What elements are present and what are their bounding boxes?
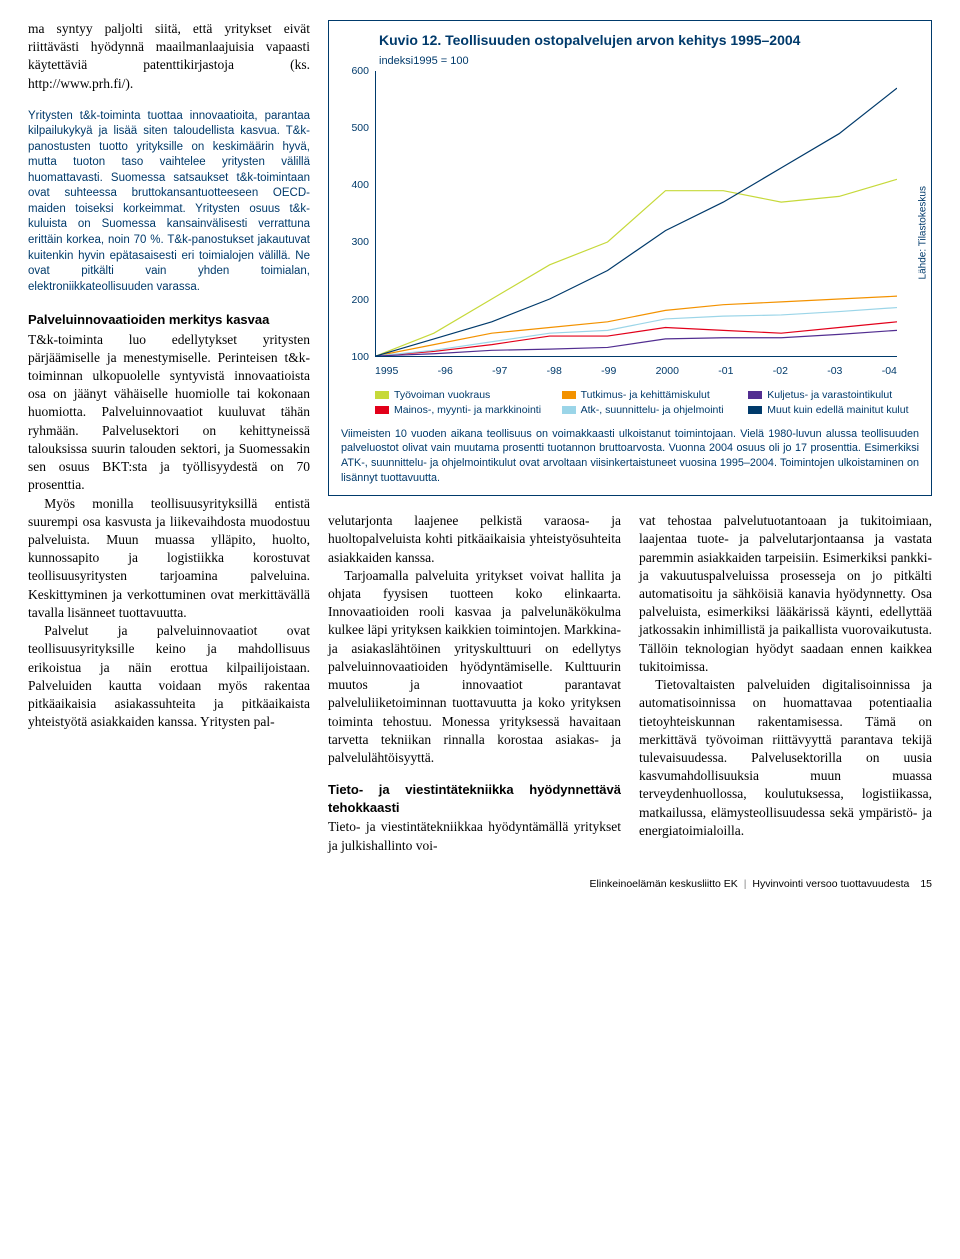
legend-swatch — [375, 406, 389, 414]
section-heading: Tieto- ja viestintätekniikka hyödynnettä… — [328, 781, 621, 816]
intro-para: ma syntyy paljolti siitä, että yritykset… — [28, 20, 310, 93]
legend-swatch — [375, 391, 389, 399]
legend-item: Mainos-, myynti- ja markkinointi — [375, 404, 544, 417]
legend-label: Muut kuin edellä mainitut kulut — [767, 404, 908, 417]
legend-item: Atk-, suunnittelu- ja ohjelmointi — [562, 404, 731, 417]
legend-label: Työvoiman vuokraus — [394, 389, 490, 402]
legend-label: Kuljetus- ja varastointikulut — [767, 389, 892, 402]
legend-swatch — [748, 391, 762, 399]
body-para: Tietovaltaisten palveluiden digitalisoin… — [639, 676, 932, 840]
footer-page: 15 — [920, 878, 932, 890]
section-heading: Palveluinnovaatioiden merkitys kasvaa — [28, 311, 310, 329]
legend-label: Mainos-, myynti- ja markkinointi — [394, 404, 541, 417]
chart-source: Lähde: Tilastokeskus — [916, 186, 930, 279]
body-para: Tieto- ja viestintätekniikkaa hyödyntämä… — [328, 818, 621, 854]
footer-org: Elinkeinoelämän keskusliitto EK — [590, 878, 738, 890]
chart-title: Kuvio 12. Teollisuuden ostopalvelujen ar… — [379, 31, 919, 50]
body-para: Tarjoamalla palveluita yritykset voivat … — [328, 567, 621, 767]
mid-column: velutarjonta laajenee pelkistä varaosa- … — [328, 512, 621, 855]
legend-item: Työvoiman vuokraus — [375, 389, 544, 402]
x-axis: 1995-96-97-98-992000-01-02-03-04 — [375, 361, 897, 381]
chart-box: Kuvio 12. Teollisuuden ostopalvelujen ar… — [328, 20, 932, 496]
legend-swatch — [562, 391, 576, 399]
footer-sep: | — [744, 878, 747, 890]
legend-label: Atk-, suunnittelu- ja ohjelmointi — [581, 404, 724, 417]
legend-item: Muut kuin edellä mainitut kulut — [748, 404, 917, 417]
body-para: vat tehostaa palvelutuotantoaan ja tukit… — [639, 512, 932, 676]
sidebar-note: Yritysten t&k-toiminta tuottaa innovaati… — [28, 109, 310, 295]
chart-plot — [375, 71, 897, 357]
body-para: T&k-toiminta luo edellytykset yritysten … — [28, 331, 310, 495]
chart-legend: Työvoiman vuokraus Mainos-, myynti- ja ma… — [375, 389, 919, 417]
footer-doc: Hyvinvointi versoo tuottavuudesta — [752, 878, 909, 890]
body-para: Palvelut ja palveluinnovaatiot ovat teol… — [28, 622, 310, 731]
legend-swatch — [748, 406, 762, 414]
chart-area: 100200300400500600 1995-96-97-98-992000-… — [341, 71, 919, 381]
legend-label: Tutkimus- ja kehittämiskulut — [581, 389, 710, 402]
legend-item: Kuljetus- ja varastointikulut — [748, 389, 917, 402]
right-column: vat tehostaa palvelutuotantoaan ja tukit… — [639, 512, 932, 855]
chart-subtitle: indeksi1995 = 100 — [379, 54, 919, 69]
legend-item: Tutkimus- ja kehittämiskulut — [562, 389, 731, 402]
page-footer: Elinkeinoelämän keskusliitto EK | Hyvinv… — [28, 877, 932, 891]
chart-caption: Viimeisten 10 vuoden aikana teollisuus o… — [341, 427, 919, 485]
body-para: Myös monilla teollisuusyrityksillä entis… — [28, 495, 310, 623]
y-axis: 100200300400500600 — [341, 71, 373, 357]
body-para: velutarjonta laajenee pelkistä varaosa- … — [328, 512, 621, 567]
legend-swatch — [562, 406, 576, 414]
